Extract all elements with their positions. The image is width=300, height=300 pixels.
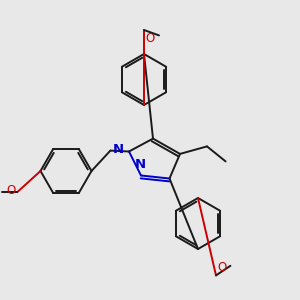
Text: O: O xyxy=(146,32,155,44)
Text: N: N xyxy=(135,158,146,171)
Text: N: N xyxy=(112,143,124,156)
Text: O: O xyxy=(218,261,227,274)
Text: O: O xyxy=(7,184,16,197)
